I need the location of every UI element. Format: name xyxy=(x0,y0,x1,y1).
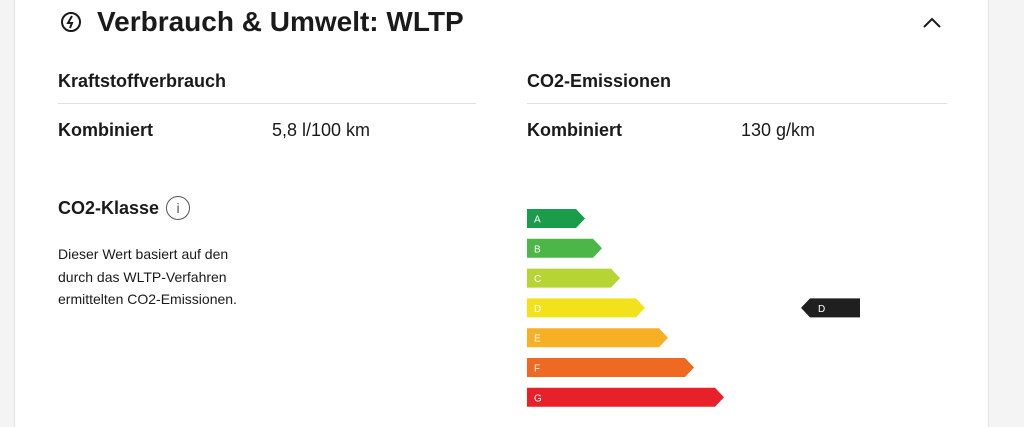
class-bar xyxy=(527,268,620,288)
description: Dieser Wert basiert auf den durch das WLT… xyxy=(58,243,237,311)
class-letter: D xyxy=(534,304,541,315)
eco-icon xyxy=(61,12,81,32)
info-button[interactable]: i xyxy=(166,196,190,220)
class-letter: F xyxy=(534,364,540,375)
card: Verbrauch & Umwelt: WLTP Kraftstoffverbr… xyxy=(14,0,989,427)
class-letter: C xyxy=(534,274,541,285)
class-bar xyxy=(527,387,724,407)
class-letter: B xyxy=(534,244,541,255)
fuel-heading: Kraftstoffverbrauch xyxy=(58,71,227,91)
description-line: durch das WLTP-Verfahren xyxy=(58,268,227,285)
divider xyxy=(527,103,947,104)
fuel-value: 5,8 l/100 km xyxy=(272,120,371,140)
description-line: Dieser Wert basiert auf den xyxy=(58,246,229,262)
co2-scale: A B C D E F G D xyxy=(527,209,860,407)
co2-class-heading: CO2-Klasse xyxy=(58,198,160,218)
emissions-heading: CO2-Emissionen xyxy=(527,71,672,91)
emissions-label: Kombiniert xyxy=(527,120,623,140)
rating-letter: D xyxy=(818,304,825,315)
divider xyxy=(58,103,476,104)
class-letter: E xyxy=(534,334,541,345)
class-bar xyxy=(527,358,694,377)
class-bar xyxy=(527,238,602,258)
class-letter: G xyxy=(534,393,542,404)
section-title: Verbrauch & Umwelt: WLTP xyxy=(97,6,464,37)
collapse-toggle[interactable] xyxy=(921,14,943,32)
emissions-value: 130 g/km xyxy=(741,120,816,140)
description-line: ermittelten CO2-Emissionen. xyxy=(58,291,237,307)
class-bar xyxy=(527,328,668,348)
class-letter: A xyxy=(534,215,541,226)
class-bar xyxy=(527,209,585,228)
fuel-label: Kombiniert xyxy=(58,120,154,140)
rating-marker xyxy=(801,298,860,318)
class-bar xyxy=(527,298,645,318)
